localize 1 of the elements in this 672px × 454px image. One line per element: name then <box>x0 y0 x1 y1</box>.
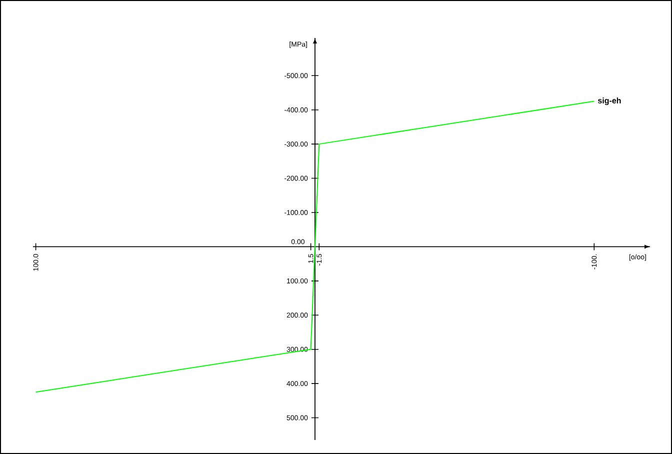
series-label: sig-eh <box>598 98 621 106</box>
